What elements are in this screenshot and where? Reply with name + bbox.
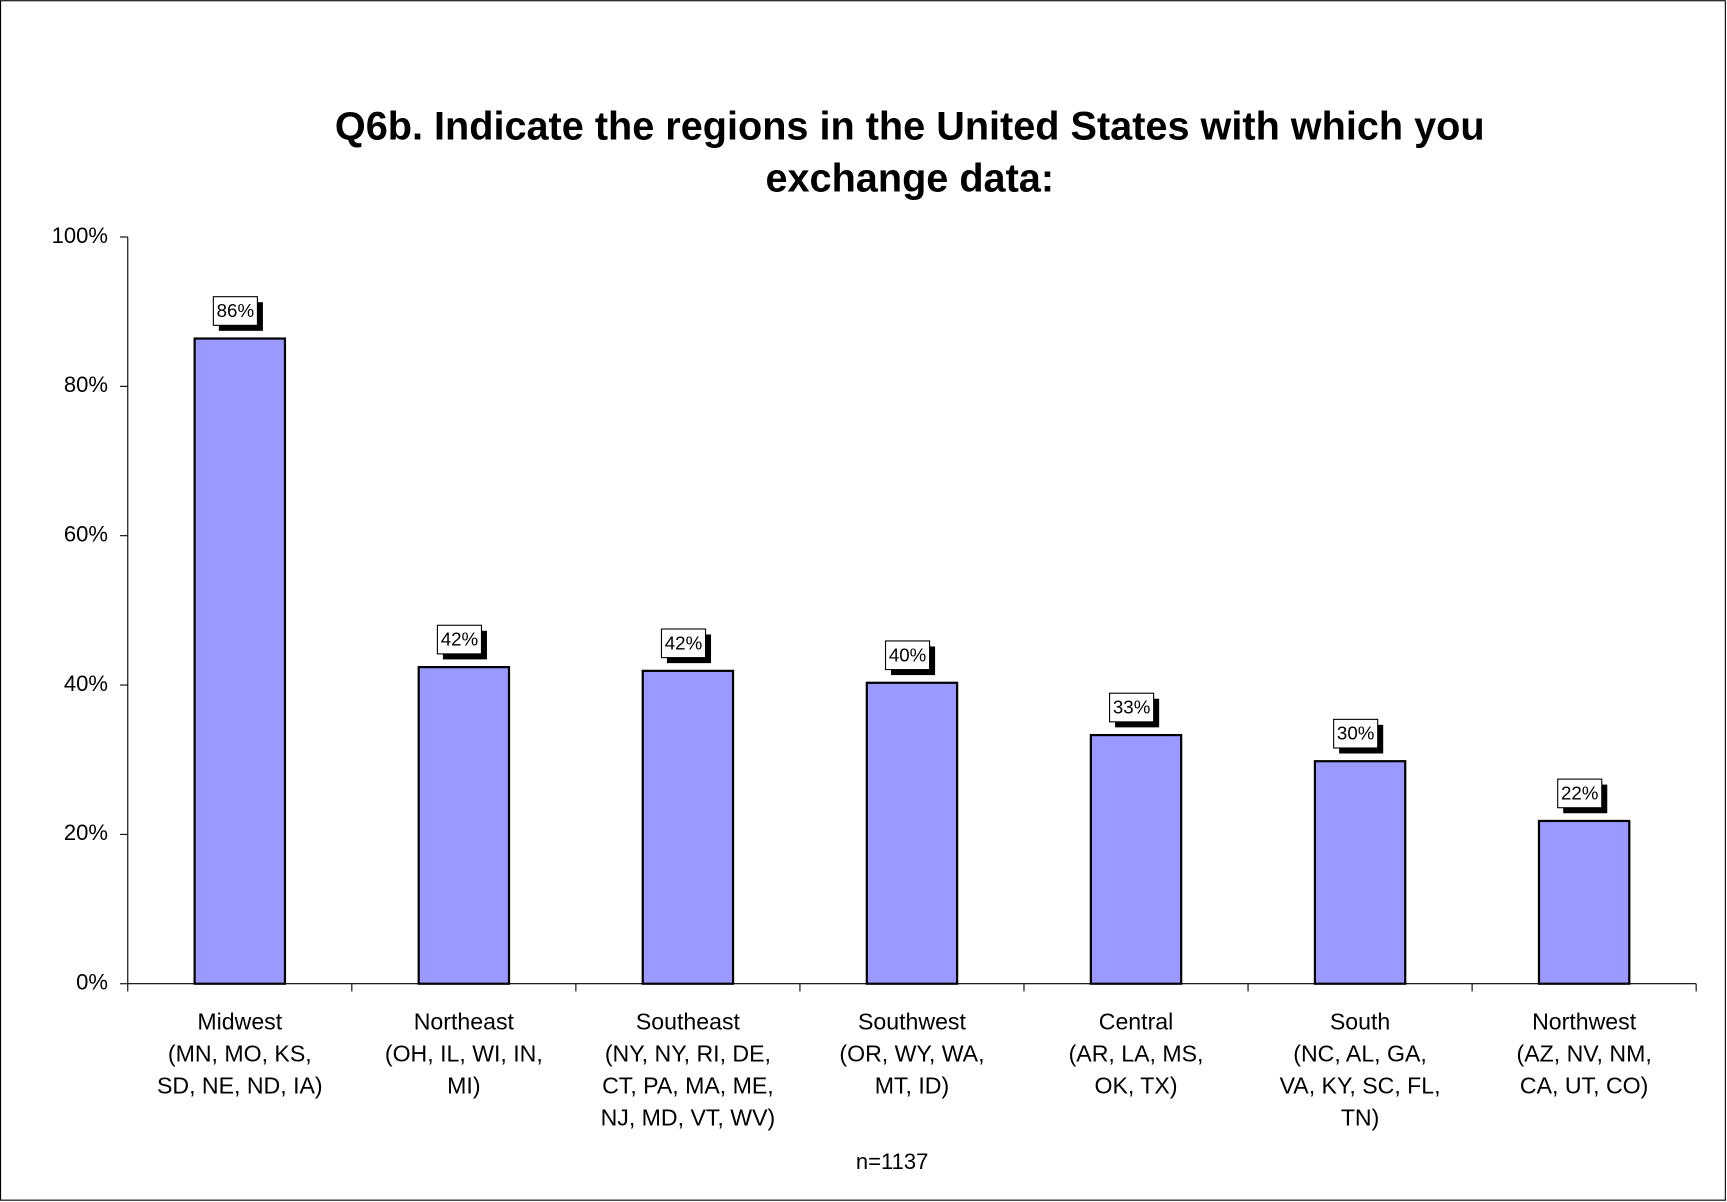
- bar: [193, 337, 287, 985]
- x-tick-label: TN): [1341, 1104, 1380, 1130]
- x-tick-label: (OH, IL, WI, IN,: [385, 1040, 543, 1066]
- data-label: 42%: [441, 629, 478, 650]
- label-box: [660, 628, 707, 659]
- x-tick-label: OK, TX): [1094, 1072, 1177, 1098]
- sample-note: n=1137: [856, 1149, 928, 1174]
- x-tick-label: Southwest: [858, 1008, 966, 1034]
- y-tick-label: 40%: [64, 671, 108, 696]
- x-tick-label: SD, NE, ND, IA): [157, 1072, 323, 1098]
- x-tick-label: MI): [447, 1072, 480, 1098]
- x-tick-label: Northeast: [414, 1008, 515, 1034]
- label-box: [436, 624, 483, 655]
- x-tick-label: (NC, AL, GA,: [1293, 1040, 1427, 1066]
- bar: [641, 669, 735, 985]
- bar: [865, 681, 959, 985]
- label-box: [1109, 692, 1155, 723]
- x-tick-label: (MN, MO, KS,: [168, 1040, 312, 1066]
- bar: [1313, 760, 1407, 985]
- x-tick-label: (AR, LA, MS,: [1069, 1040, 1204, 1066]
- data-label: 42%: [665, 632, 702, 653]
- y-tick-label: 60%: [64, 521, 108, 546]
- x-tick-label: CT, PA, MA, ME,: [602, 1072, 774, 1098]
- x-tick-label: CA, UT, CO): [1520, 1072, 1648, 1098]
- x-tick-label: Southeast: [636, 1008, 741, 1034]
- data-label: 30%: [1337, 723, 1374, 744]
- data-label: 22%: [1561, 782, 1598, 803]
- x-tick-label: NJ, MD, VT, WV): [601, 1104, 776, 1130]
- y-tick-label: 0%: [76, 970, 108, 995]
- y-tick-label: 100%: [52, 223, 108, 248]
- x-tick-label: Northwest: [1532, 1008, 1637, 1034]
- chart-title: Q6b. Indicate the regions in the United …: [335, 105, 1485, 149]
- label-box: [884, 640, 931, 671]
- data-label: 33%: [1113, 697, 1150, 718]
- label-box: [1333, 718, 1379, 749]
- y-tick-label: 80%: [64, 372, 108, 397]
- x-tick-label: MT, ID): [875, 1072, 949, 1098]
- x-tick-label: South: [1330, 1008, 1390, 1034]
- data-label: 40%: [889, 644, 926, 665]
- x-tick-label: (NY, NY, RI, DE,: [605, 1040, 771, 1066]
- bar: [1537, 819, 1631, 985]
- chart-title: exchange data:: [765, 156, 1054, 200]
- bar: [417, 666, 511, 985]
- x-tick-label: (OR, WY, WA,: [839, 1040, 984, 1066]
- label-box: [212, 296, 258, 326]
- x-tick-label: VA, KY, SC, FL,: [1280, 1072, 1441, 1098]
- data-label: 86%: [217, 300, 254, 321]
- bar: [1089, 733, 1183, 985]
- label-box: [1557, 778, 1603, 809]
- x-tick-label: (AZ, NV, NM,: [1517, 1040, 1652, 1066]
- y-tick-label: 20%: [64, 820, 108, 845]
- x-tick-label: Midwest: [197, 1008, 282, 1034]
- x-tick-label: Central: [1099, 1008, 1174, 1034]
